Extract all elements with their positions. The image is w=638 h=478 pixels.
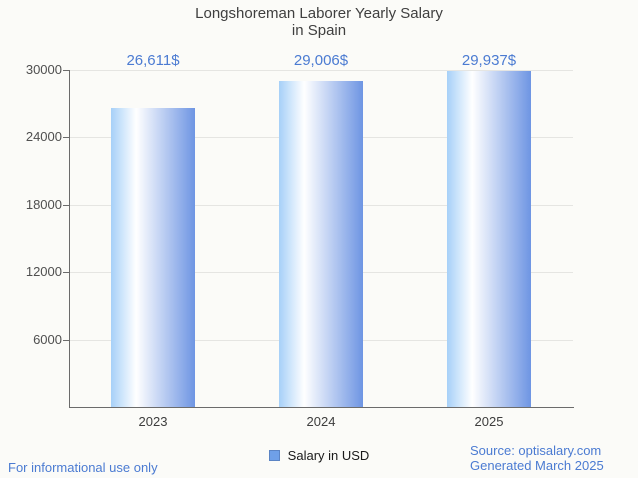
bar-2023 [111,108,195,407]
y-tick-mark-6000 [63,340,69,341]
y-tick-mark-18000 [63,205,69,206]
legend: Salary in USD [0,448,638,463]
value-label-2023: 26,611$ [126,52,180,69]
value-label-2024: 29,006$ [293,52,349,69]
y-tick-mark-30000 [63,70,69,71]
y-axis-line [69,70,70,407]
gridline-30000 [70,70,573,71]
legend-label: Salary in USD [287,448,370,463]
chart-title: Longshoreman Laborer Yearly Salary in Sp… [0,5,638,39]
y-tick-label-12000: 12000 [25,264,62,279]
plot-area [63,70,573,407]
y-tick-mark-24000 [63,137,69,138]
y-tick-label-24000: 24000 [25,129,62,144]
x-tick-label-2025: 2025 [474,414,504,429]
source-line: Source: optisalary.com [470,443,602,458]
y-tick-label-30000: 30000 [25,62,62,77]
bar-2025 [447,71,531,407]
x-tick-label-2024: 2024 [306,414,336,429]
y-tick-label-6000: 6000 [33,332,62,347]
value-label-2025: 29,937$ [461,52,517,69]
y-tick-mark-12000 [63,272,69,273]
chart-title-line2: in Spain [291,22,347,39]
y-tick-label-18000: 18000 [25,197,62,212]
x-tick-label-2023: 2023 [138,414,168,429]
source-block: Source: optisalary.com Generated March 2… [470,443,604,473]
chart-title-line1: Longshoreman Laborer Yearly Salary [195,5,443,22]
x-axis-line [69,407,574,408]
bar-2024 [279,81,363,407]
disclaimer-text: For informational use only [8,460,158,475]
legend-marker-icon [268,450,280,461]
generated-line: Generated March 2025 [470,458,604,473]
